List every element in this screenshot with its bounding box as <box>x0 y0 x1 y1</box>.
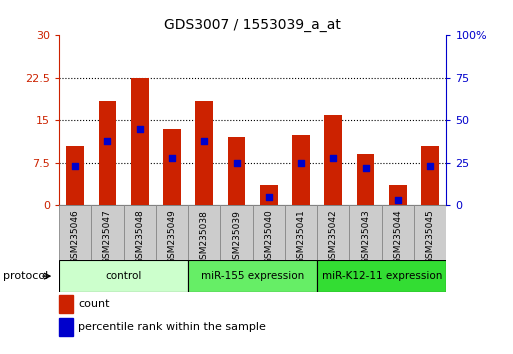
Bar <box>91 205 124 260</box>
Text: GSM235046: GSM235046 <box>71 210 80 264</box>
Bar <box>317 205 349 260</box>
Text: GSM235047: GSM235047 <box>103 210 112 264</box>
Point <box>362 165 370 171</box>
Bar <box>98 101 116 205</box>
Text: GSM235048: GSM235048 <box>135 210 144 264</box>
Bar <box>124 205 156 260</box>
Text: GSM235038: GSM235038 <box>200 210 209 264</box>
Text: GSM235040: GSM235040 <box>264 210 273 264</box>
Bar <box>389 185 407 205</box>
Bar <box>285 205 317 260</box>
Point <box>265 194 273 200</box>
Bar <box>349 205 382 260</box>
Bar <box>357 154 374 205</box>
Bar <box>260 185 278 205</box>
Text: control: control <box>105 271 142 281</box>
Bar <box>59 318 72 336</box>
Bar <box>59 260 188 292</box>
Text: GSM235044: GSM235044 <box>393 210 402 264</box>
Text: miR-K12-11 expression: miR-K12-11 expression <box>322 271 442 281</box>
Bar <box>59 205 91 260</box>
Bar <box>131 78 149 205</box>
Point <box>297 160 305 166</box>
Text: count: count <box>78 299 110 309</box>
Bar <box>421 146 439 205</box>
Point <box>232 160 241 166</box>
Bar <box>317 260 446 292</box>
Text: percentile rank within the sample: percentile rank within the sample <box>78 322 266 332</box>
Point <box>329 155 338 161</box>
Point <box>426 164 435 169</box>
Bar <box>324 115 342 205</box>
Point <box>71 164 79 169</box>
Bar <box>414 205 446 260</box>
Bar <box>221 205 252 260</box>
Bar <box>382 205 414 260</box>
Point <box>394 198 402 203</box>
Bar <box>228 137 245 205</box>
Text: GSM235039: GSM235039 <box>232 210 241 264</box>
Point <box>135 126 144 132</box>
Point <box>168 155 176 161</box>
Bar <box>188 205 221 260</box>
Bar <box>292 135 310 205</box>
Text: protocol: protocol <box>3 271 48 281</box>
Bar <box>156 205 188 260</box>
Bar <box>163 129 181 205</box>
Text: miR-155 expression: miR-155 expression <box>201 271 304 281</box>
Bar <box>252 205 285 260</box>
Text: GSM235043: GSM235043 <box>361 210 370 264</box>
Text: GSM235049: GSM235049 <box>167 210 176 264</box>
Point <box>200 138 208 144</box>
Bar <box>59 295 72 313</box>
Point <box>103 138 111 144</box>
Text: GSM235041: GSM235041 <box>297 210 306 264</box>
Bar <box>188 260 317 292</box>
Bar <box>66 146 84 205</box>
Title: GDS3007 / 1553039_a_at: GDS3007 / 1553039_a_at <box>164 18 341 32</box>
Text: GSM235042: GSM235042 <box>329 210 338 264</box>
Text: GSM235045: GSM235045 <box>426 210 435 264</box>
Bar <box>195 101 213 205</box>
